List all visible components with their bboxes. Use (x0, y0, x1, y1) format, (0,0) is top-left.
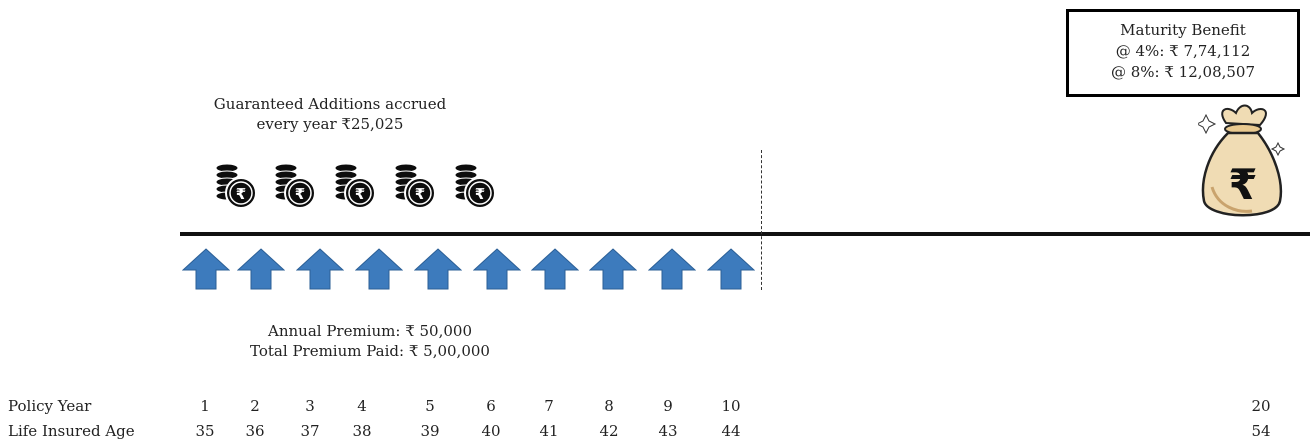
age-cell: 44 (721, 422, 741, 440)
age-cell: 37 (300, 422, 320, 440)
age-cell: 39 (420, 422, 440, 440)
guaranteed-additions-label: Guaranteed Additions accrued every year … (150, 94, 510, 134)
maturity-title: Maturity Benefit (1120, 21, 1246, 39)
up-arrow-icon (296, 248, 344, 290)
up-arrow-icon (473, 248, 521, 290)
policy-timeline (180, 232, 1310, 236)
age-cell: 36 (245, 422, 265, 440)
svg-text:₹: ₹ (1228, 160, 1257, 209)
up-arrow-icon (182, 248, 230, 290)
age-cell: 54 (1251, 422, 1271, 440)
policy-year-cell: 3 (305, 397, 315, 415)
age-cell: 40 (481, 422, 501, 440)
rupee-coin-stack-icon: ₹ (215, 163, 257, 209)
up-arrow-icon (531, 248, 579, 290)
up-arrow-icon (589, 248, 637, 290)
rupee-coin-stack-icon: ₹ (394, 163, 436, 209)
maturity-benefit-box: Maturity Benefit @ 4%: ₹ 7,74,112 @ 8%: … (1066, 9, 1300, 97)
policy-year-cell: 8 (604, 397, 614, 415)
policy-year-cell: 7 (544, 397, 554, 415)
age-cell: 35 (195, 422, 215, 440)
premium-info: Annual Premium: ₹ 50,000 Total Premium P… (160, 321, 580, 361)
age-cell: 43 (658, 422, 678, 440)
age-cell: 42 (599, 422, 619, 440)
guaranteed-additions-line2: every year ₹25,025 (256, 115, 404, 133)
rupee-coin-stack-icon: ₹ (334, 163, 376, 209)
up-arrow-icon (414, 248, 462, 290)
up-arrow-icon (648, 248, 696, 290)
policy-year-cell: 20 (1251, 397, 1271, 415)
up-arrow-icon (707, 248, 755, 290)
life-insured-age-label: Life Insured Age (8, 422, 135, 440)
policy-year-cell: 10 (721, 397, 741, 415)
policy-year-cell: 5 (425, 397, 435, 415)
maturity-rate-4: @ 4%: ₹ 7,74,112 (1115, 42, 1251, 60)
guaranteed-additions-line1: Guaranteed Additions accrued (213, 95, 447, 113)
policy-year-cell: 1 (200, 397, 210, 415)
up-arrow-icon (237, 248, 285, 290)
svg-text:₹: ₹ (475, 185, 485, 203)
age-cell: 38 (352, 422, 372, 440)
up-arrow-icon (355, 248, 403, 290)
policy-year-label: Policy Year (8, 397, 92, 415)
policy-year-cell: 6 (486, 397, 496, 415)
maturity-rate-8: @ 8%: ₹ 12,08,507 (1110, 63, 1256, 81)
svg-text:₹: ₹ (355, 185, 365, 203)
age-cell: 41 (539, 422, 559, 440)
rupee-coin-stack-icon: ₹ (274, 163, 316, 209)
total-premium: Total Premium Paid: ₹ 5,00,000 (250, 342, 490, 360)
money-bag-icon: ₹ (1198, 104, 1286, 217)
svg-text:₹: ₹ (295, 185, 305, 203)
svg-text:₹: ₹ (415, 185, 425, 203)
policy-year-cell: 9 (663, 397, 673, 415)
svg-text:₹: ₹ (236, 185, 246, 203)
policy-year-cell: 4 (357, 397, 367, 415)
premium-term-end-marker (761, 150, 762, 290)
annual-premium: Annual Premium: ₹ 50,000 (268, 322, 472, 340)
policy-year-cell: 2 (250, 397, 260, 415)
rupee-coin-stack-icon: ₹ (454, 163, 496, 209)
